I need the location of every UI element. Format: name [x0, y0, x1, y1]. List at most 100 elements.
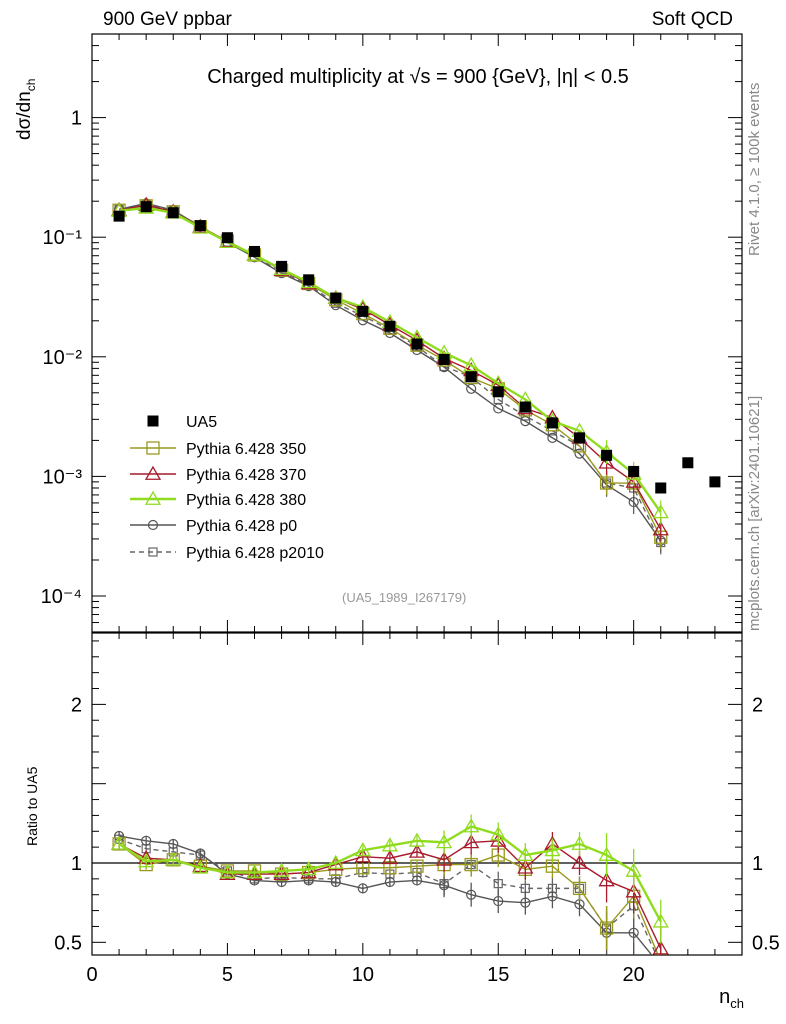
legend-label: Pythia 6.428 p2010 — [186, 545, 324, 562]
data-point-circle — [656, 962, 665, 971]
data-point-ua5 — [628, 465, 640, 477]
main-y-axis-label-text: dσ/dn — [14, 91, 35, 140]
data-point-triangle — [517, 859, 534, 874]
data-point-circle — [628, 927, 639, 938]
data-point-triangle — [273, 865, 290, 881]
data-point-ua5 — [546, 417, 558, 429]
data-point-triangle — [144, 490, 162, 505]
data-point-triangle — [327, 854, 344, 869]
data-point-triangle — [652, 940, 669, 955]
rivet-label: Rivet 4.1.0, ≥ 100k events — [746, 82, 763, 256]
data-point-triangle — [110, 835, 128, 850]
data-point-triangle — [625, 862, 642, 877]
data-point-circle — [493, 895, 504, 907]
y-tick-label: 1 — [71, 108, 82, 130]
data-point-triangle — [300, 864, 317, 879]
data-point-square — [410, 859, 424, 873]
data-point-triangle — [463, 818, 480, 833]
legend-label: Pythia 6.428 350 — [186, 441, 306, 458]
data-point-triangle — [219, 864, 236, 879]
x-tick-label: 0 — [86, 964, 97, 986]
data-point-square — [654, 954, 668, 955]
data-point-circle — [411, 875, 423, 886]
reference-label: (UA5_1989_I267179) — [342, 590, 467, 605]
data-point-ua5 — [194, 220, 206, 232]
header-right-label: Soft QCD — [651, 9, 733, 30]
y-tick-label: 10⁻⁴ — [41, 586, 82, 608]
data-point-triangle — [354, 842, 371, 857]
ratio-y-tick-label: 1 — [71, 853, 82, 875]
ratio-y-tick-label-right: 2 — [752, 694, 763, 716]
data-point-triangle — [192, 859, 209, 874]
data-point-triangle — [246, 864, 263, 879]
data-point-circle — [357, 883, 368, 894]
data-point-ua5 — [276, 260, 288, 272]
x-axis-label-sub: ch — [730, 996, 744, 1011]
data-point-triangle — [300, 861, 317, 876]
data-point-triangle — [517, 846, 534, 861]
x-axis-label-text: n — [719, 986, 731, 1008]
data-point-circle — [628, 496, 639, 508]
data-point-circle — [168, 838, 179, 850]
data-point-triangle — [435, 834, 453, 849]
data-point-square — [572, 881, 587, 896]
legend-label: Pythia 6.428 p0 — [186, 518, 297, 535]
legend-label: Pythia 6.428 370 — [186, 467, 306, 484]
y-tick-label: 10⁻² — [43, 347, 83, 369]
data-point-square-small — [493, 879, 503, 889]
data-point-ua5 — [465, 371, 477, 383]
ratio-panel-frame — [91, 632, 743, 956]
data-point-triangle — [625, 473, 642, 488]
data-point-triangle — [381, 837, 399, 852]
data-point-circle — [147, 519, 159, 531]
data-point-ua5 — [140, 201, 152, 213]
data-point-triangle — [571, 854, 588, 869]
x-tick-label: 5 — [222, 964, 233, 986]
data-point-triangle — [463, 834, 480, 849]
data-point-ua5 — [147, 415, 159, 427]
data-point-triangle — [463, 356, 480, 372]
data-point-ua5 — [682, 457, 694, 469]
data-point-square — [599, 476, 614, 490]
data-point-circle — [520, 897, 531, 908]
data-point-ua5 — [357, 305, 369, 317]
data-point-triangle — [144, 465, 162, 480]
data-point-ua5 — [438, 353, 450, 365]
data-point-triangle — [435, 851, 453, 866]
data-point-ua5 — [330, 292, 342, 304]
data-point-triangle — [408, 832, 426, 847]
y-tick-label: 10⁻³ — [43, 466, 83, 488]
data-point-triangle — [652, 504, 669, 519]
data-point-circle — [466, 383, 477, 394]
data-point-triangle — [165, 851, 182, 866]
x-tick-label: 15 — [487, 964, 509, 986]
series-line-4 — [118, 202, 662, 542]
data-point-ua5 — [709, 476, 721, 488]
series-line-5 — [118, 203, 662, 543]
data-point-circle — [520, 415, 531, 427]
data-point-triangle — [381, 849, 399, 865]
data-point-square — [464, 857, 478, 872]
data-point-ua5 — [492, 386, 504, 398]
data-point-triangle — [652, 521, 669, 536]
data-point-ua5 — [221, 232, 233, 244]
data-point-triangle — [273, 862, 290, 877]
data-point-triangle — [490, 826, 507, 841]
data-point-square — [146, 441, 160, 455]
data-point-square-small — [148, 547, 158, 557]
data-point-triangle — [408, 843, 426, 858]
ratio-y-axis-label: Ratio to UA5 — [24, 766, 40, 846]
data-point-triangle — [598, 846, 615, 861]
data-point-circle — [547, 891, 558, 902]
data-point-circle — [547, 432, 558, 443]
data-point-ua5 — [574, 432, 585, 444]
data-point-ua5 — [601, 449, 613, 461]
data-point-ua5 — [113, 210, 125, 222]
data-point-circle — [466, 889, 477, 900]
data-point-ua5 — [249, 245, 260, 257]
data-point-circle — [330, 876, 341, 888]
y-tick-label: 10⁻¹ — [43, 227, 83, 249]
data-point-circle — [384, 876, 396, 888]
data-point-triangle — [598, 454, 615, 469]
